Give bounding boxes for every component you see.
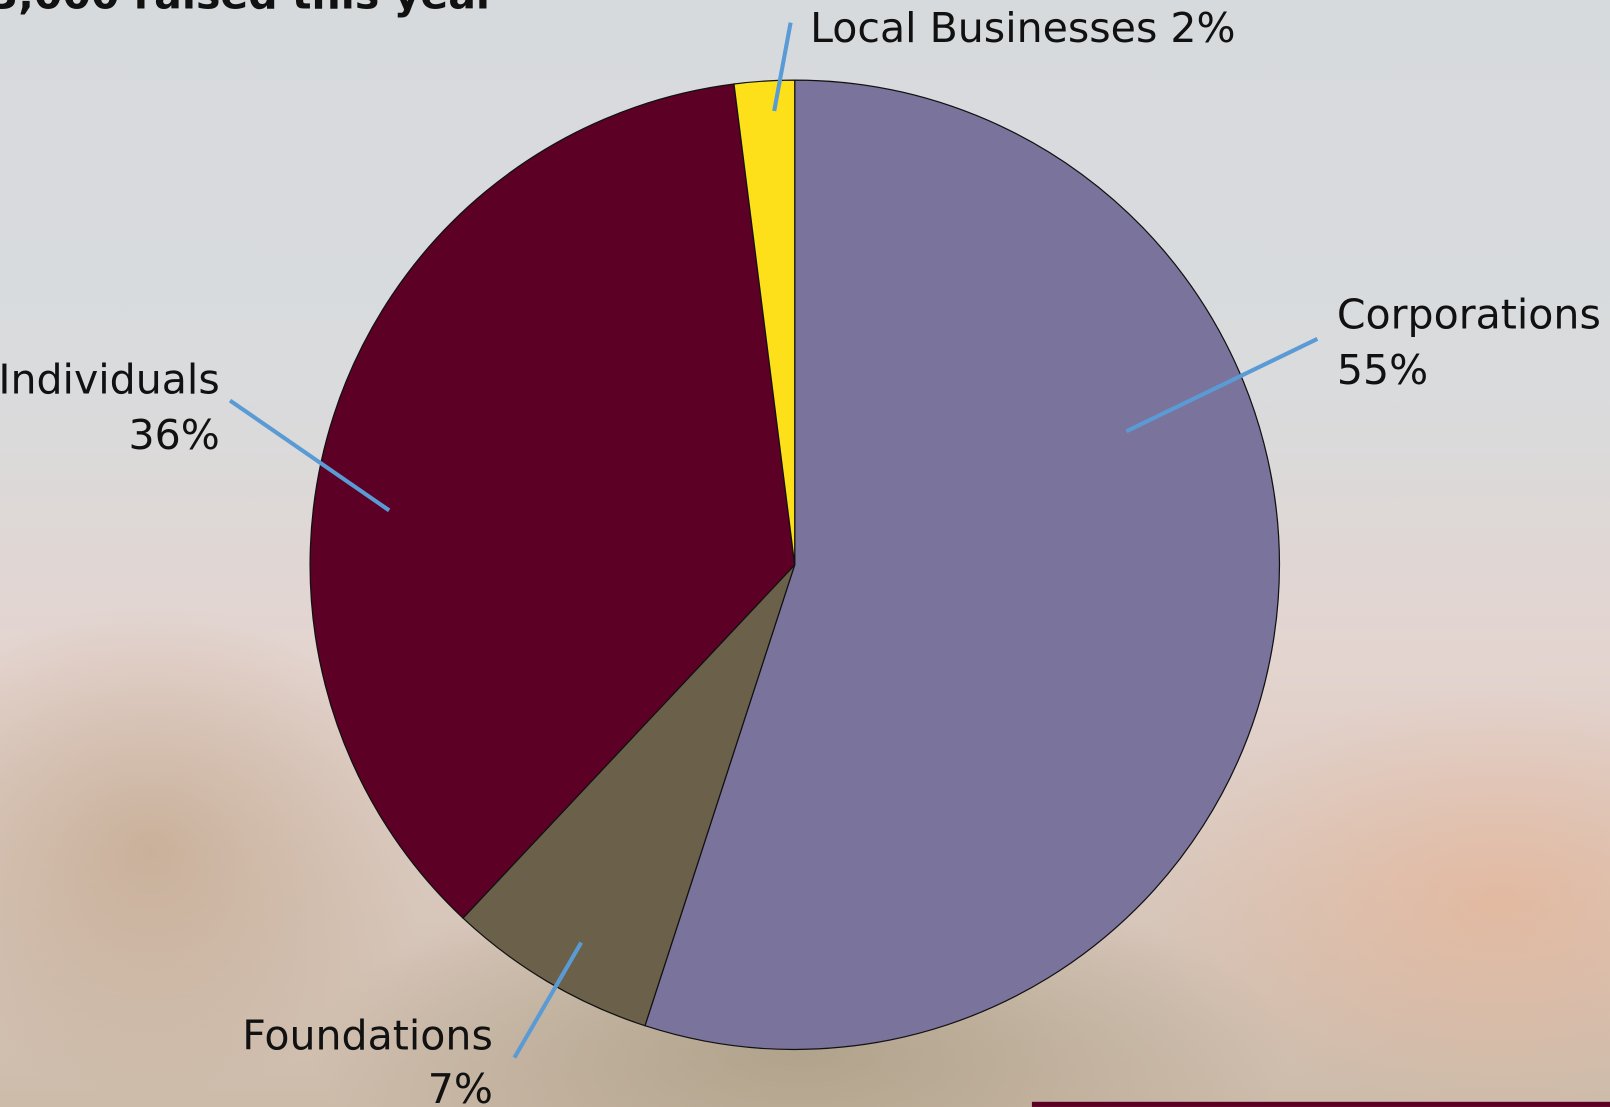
value-label: 7% (428, 1065, 493, 1107)
category-name: Local Businesses (810, 4, 1157, 52)
leader-line (228, 398, 391, 513)
pie-slice (462, 564, 796, 1027)
category-name: Corporations (1337, 291, 1601, 339)
footer-bar (1031, 1101, 1610, 1107)
category-name: Individuals (0, 355, 220, 403)
category-name: Foundations (242, 1011, 493, 1059)
value-label: 36% (128, 411, 219, 459)
pie-slice (733, 79, 796, 565)
data-label: Local Businesses 2% (810, 4, 1235, 52)
pie-slice (644, 79, 1280, 1051)
leader-line (1125, 337, 1319, 434)
value-label: 55% (1337, 346, 1428, 394)
value-label: 2% (1170, 4, 1235, 52)
labels: Corporations 55% Foundations 7% Individuals 3… (0, 4, 1601, 1107)
leader-line (512, 941, 583, 1059)
leader-line (772, 22, 793, 112)
chart-title: 3,000 raised this year (0, 0, 497, 18)
pie (309, 79, 1280, 1051)
pie-slice (309, 83, 796, 919)
